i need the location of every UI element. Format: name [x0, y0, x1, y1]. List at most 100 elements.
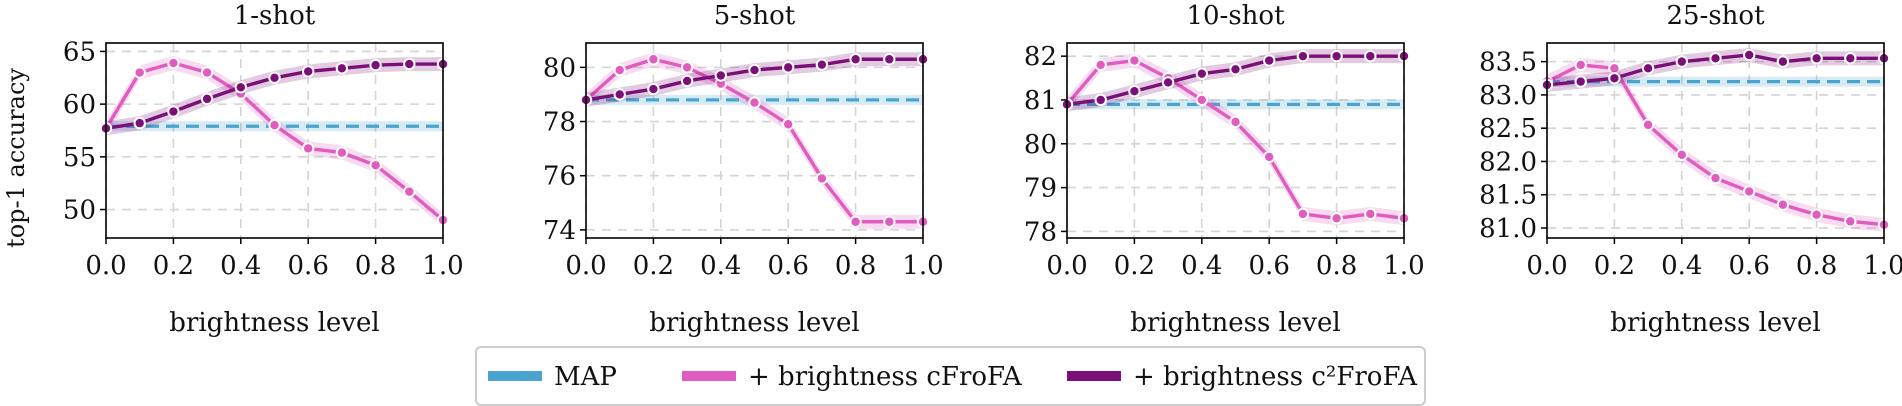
data-point-c2frofa [1263, 54, 1276, 67]
data-point-cfrofa [613, 63, 626, 77]
data-point-c2frofa [234, 81, 248, 94]
x-tick-label: 0.8 [835, 251, 876, 281]
panels: 0.0 0.2 0.4 0.6 0.8 1.0 50 55 60 65 1-shot brightne… [63, 1, 1902, 338]
x-axis-label: brightness level [1610, 308, 1820, 338]
data-point-c2frofa [748, 63, 761, 77]
x-tick-label: 0.6 [288, 251, 329, 281]
data-point-cfrofa [1094, 58, 1107, 72]
data-point-cfrofa [1810, 208, 1823, 221]
data-point-cfrofa [335, 146, 349, 159]
x-axis-label: brightness level [169, 308, 379, 338]
series-c2frofa [1060, 49, 1411, 112]
data-point-c2frofa [1810, 52, 1823, 65]
data-point-c2frofa [1229, 63, 1242, 76]
y-tick-label: 60 [63, 90, 96, 120]
data-point-c2frofa [369, 58, 382, 72]
panel-title: 5-shot [714, 1, 796, 31]
x-tick-label: 0.2 [153, 251, 194, 281]
panel-title: 10-shot [1186, 1, 1285, 31]
x-tick-label: 0.4 [1181, 251, 1222, 281]
series-c2frofa [99, 57, 450, 136]
data-point-c2frofa [849, 53, 862, 66]
data-point-cfrofa [1229, 115, 1242, 129]
panel-2: 0.0 0.2 0.4 0.6 0.8 1.0 74 76 78 80 5-shot brightne… [543, 1, 944, 338]
data-point-cfrofa [849, 215, 862, 228]
legend-swatch-c2frofa [1067, 371, 1121, 381]
x-tick-label: 0.8 [1796, 251, 1837, 281]
panel-1: 0.0 0.2 0.4 0.6 0.8 1.0 50 55 60 65 1-shot brightne… [63, 1, 464, 338]
data-point-c2frofa [1743, 48, 1756, 62]
legend-entry-cfrofa: + brightness cFroFA [682, 362, 1023, 392]
legend: MAP + brightness cFroFA + brightness c²F… [475, 346, 1426, 406]
series-cfrofa [1060, 53, 1411, 226]
y-tick-label: 82 [1024, 42, 1057, 72]
data-point-cfrofa [1195, 93, 1209, 107]
series-band-cfrofa [1547, 57, 1884, 232]
data-point-cfrofa [1128, 54, 1141, 67]
x-tick-label: 0.4 [700, 251, 741, 281]
plot-frame [1066, 42, 1405, 239]
data-point-cfrofa [782, 118, 795, 131]
data-point-cfrofa [133, 66, 146, 79]
data-point-c2frofa [1641, 62, 1655, 75]
series-cfrofa [579, 52, 930, 229]
data-point-c2frofa [335, 62, 349, 75]
y-tick-label: 81.5 [1479, 181, 1537, 211]
data-point-c2frofa [133, 116, 146, 130]
legend-label-cfrofa: + brightness cFroFA [748, 362, 1023, 392]
y-tick-label: 76 [543, 162, 576, 192]
series-line-cfrofa [584, 57, 923, 224]
data-point-c2frofa [1675, 55, 1689, 68]
legend-frame [475, 346, 1426, 406]
data-point-cfrofa [1364, 207, 1377, 221]
x-tick-label: 1.0 [1383, 251, 1424, 281]
data-point-cfrofa [680, 61, 694, 74]
data-point-c2frofa [1128, 85, 1141, 98]
y-axis-label: top-1 accuracy [2, 68, 30, 248]
data-point-c2frofa [815, 58, 829, 71]
y-tick-label: 80 [1024, 130, 1057, 160]
data-point-c2frofa [403, 57, 416, 71]
panel-3: 0.0 0.2 0.4 0.6 0.8 1.0 78 79 80 81 82 10-shot brigh… [1024, 1, 1425, 338]
legend-entry-map: MAP [488, 362, 617, 392]
x-tick-label: 1.0 [422, 251, 463, 281]
series-band-c2frofa [586, 52, 923, 107]
data-point-c2frofa [1608, 72, 1621, 85]
data-point-c2frofa [1330, 49, 1343, 63]
y-tick-label: 79 [1024, 174, 1057, 204]
y-tick-label: 83.0 [1479, 81, 1537, 111]
x-tick-label: 0.2 [1114, 251, 1155, 281]
data-point-c2frofa [1364, 49, 1377, 63]
data-point-c2frofa [1195, 67, 1209, 80]
panel-title: 25-shot [1666, 1, 1765, 31]
panel-4: 0.0 0.2 0.4 0.6 0.8 1.0 81.081.5 82.082.583.083… [1479, 1, 1902, 338]
y-tick-label: 78 [543, 108, 576, 138]
y-tick-label: 65 [63, 37, 96, 67]
x-tick-label: 0.8 [1316, 251, 1357, 281]
data-point-c2frofa [782, 61, 795, 74]
series-band-cfrofa [1067, 53, 1404, 226]
data-point-cfrofa [1574, 58, 1587, 72]
x-tick-label: 0.6 [768, 251, 809, 281]
data-point-c2frofa [268, 71, 281, 84]
data-point-c2frofa [613, 88, 626, 101]
data-point-c2frofa [680, 74, 694, 88]
series-line-cfrofa [1546, 63, 1885, 227]
x-axis-label: brightness level [649, 308, 859, 338]
data-point-c2frofa [647, 82, 660, 96]
plot-frame [105, 42, 444, 239]
data-point-c2frofa [1094, 93, 1107, 107]
x-tick-label: 1.0 [1863, 251, 1902, 281]
x-axis-label: brightness level [1130, 308, 1340, 338]
data-point-cfrofa [1641, 118, 1655, 132]
data-point-c2frofa [1776, 55, 1790, 68]
data-point-c2frofa [1296, 49, 1310, 63]
y-tick-label: 81 [1024, 86, 1057, 116]
y-tick-label: 81.0 [1479, 214, 1537, 244]
data-point-cfrofa [1776, 198, 1790, 211]
y-tick-label: 82.5 [1479, 114, 1537, 144]
data-point-cfrofa [1263, 150, 1276, 164]
x-tick-label: 0.0 [1526, 251, 1567, 281]
series-map [1547, 76, 1884, 87]
data-point-cfrofa [200, 66, 214, 79]
